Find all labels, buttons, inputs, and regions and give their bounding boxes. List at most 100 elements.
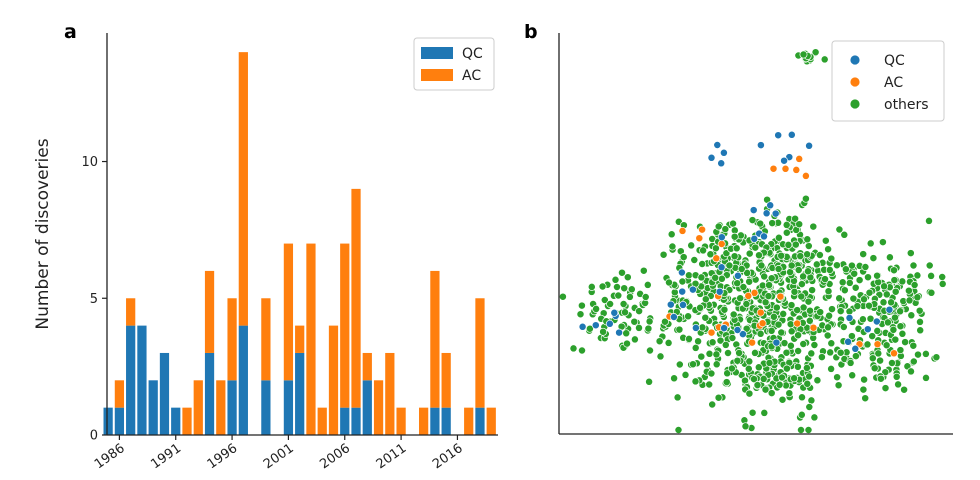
- scatter-points: [558, 48, 947, 434]
- y-tick-label: 5: [90, 292, 98, 307]
- scatter-point-others: [728, 334, 737, 342]
- scatter-point-others: [685, 334, 693, 343]
- scatter-point-others: [698, 323, 707, 332]
- legend: QC AC: [413, 37, 495, 91]
- scatter-point-others: [834, 381, 843, 390]
- scatter-point-others: [759, 374, 768, 383]
- scatter-point-others: [743, 268, 752, 277]
- scatter-point-others: [938, 273, 947, 281]
- scatter-point-others: [569, 344, 578, 353]
- scatter-point-others: [855, 276, 864, 285]
- scatter-point-others: [826, 348, 835, 357]
- bars: [103, 52, 496, 435]
- scatter-point-others: [860, 295, 868, 304]
- scatter-point-others: [825, 311, 834, 320]
- scatter-point-others: [805, 403, 814, 411]
- scatter-point-others: [705, 349, 714, 358]
- scatter-point-qc: [845, 313, 854, 322]
- scatter-point-others: [689, 360, 697, 369]
- scatter-point-others: [623, 273, 632, 282]
- scatter-point-others: [835, 225, 844, 234]
- scatter-point-ac: [769, 164, 778, 173]
- scatter-point-others: [739, 283, 748, 291]
- scatter-point-others: [865, 301, 873, 310]
- scatter-point-others: [907, 367, 915, 376]
- scatter-point-others: [748, 408, 757, 417]
- scatter-point-others: [853, 302, 862, 311]
- scatter-point-others: [645, 317, 654, 326]
- scatter-point-others: [832, 261, 841, 270]
- scatter-point-others: [697, 352, 706, 361]
- scatter-point-others: [803, 235, 812, 244]
- bar-ac-2010: [385, 352, 395, 435]
- scatter-point-qc: [717, 159, 726, 168]
- scatter-point-others: [761, 385, 770, 394]
- scatter-point-others: [790, 374, 799, 383]
- scatter-point-others: [896, 346, 905, 355]
- scatter-point-others: [757, 261, 766, 270]
- scatter-point-others: [866, 239, 875, 248]
- scatter-point-others: [748, 216, 757, 225]
- bar-ac-1999: [261, 298, 271, 381]
- bar-ac-2018: [475, 298, 485, 408]
- scatter-point-others: [741, 422, 750, 431]
- bar-qc-1996: [227, 380, 237, 435]
- scatter-point-others: [794, 347, 803, 355]
- bar-qc-2015: [441, 407, 451, 435]
- bar-qc-1994: [204, 352, 215, 435]
- scatter-point-others: [799, 50, 808, 59]
- scatter-point-others: [890, 276, 899, 285]
- scatter-point-others: [592, 304, 601, 313]
- scatter-point-others: [558, 292, 567, 301]
- scatter-point-others: [611, 275, 620, 284]
- scatter-point-others: [691, 377, 700, 386]
- scatter-point-others: [717, 274, 726, 283]
- bar-qc-1985: [103, 407, 113, 435]
- scatter-point-others: [869, 254, 878, 263]
- scatter-point-others: [606, 300, 615, 308]
- scatter-point-others: [778, 373, 786, 382]
- scatter-point-others: [620, 284, 629, 293]
- scatter-point-ac: [744, 291, 753, 300]
- scatter-point-others: [921, 349, 930, 358]
- scatter-point-ac: [781, 164, 790, 173]
- scatter-point-others: [598, 282, 607, 291]
- scatter-point-others: [835, 294, 844, 303]
- scatter-point-others: [701, 313, 710, 322]
- scatter-point-others: [742, 300, 751, 308]
- scatter-point-others: [705, 380, 714, 389]
- scatter-point-others: [751, 243, 760, 252]
- scatter-point-ac: [698, 225, 707, 234]
- scatter-point-others: [736, 294, 745, 303]
- scatter-point-others: [904, 286, 913, 295]
- scatter-point-others: [913, 293, 922, 302]
- scatter-point-others: [619, 300, 628, 308]
- scatter-point-others: [790, 287, 799, 296]
- bar-ac-1987: [126, 298, 136, 326]
- scatter-point-qc: [766, 201, 775, 210]
- scatter-point-others: [622, 329, 631, 338]
- scatter-point-qc: [713, 141, 722, 149]
- scatter-point-others: [791, 240, 800, 249]
- scatter-point-others: [756, 329, 765, 338]
- scatter-point-qc: [666, 300, 675, 309]
- legend-swatch-ac: [421, 69, 453, 81]
- scatter-point-ac: [717, 240, 726, 248]
- scatter-point-others: [697, 273, 706, 282]
- scatter-point-others: [730, 252, 739, 261]
- scatter-point-others: [794, 266, 803, 274]
- scatter-point-others: [625, 292, 634, 301]
- x-tick-label: 2001: [261, 441, 297, 472]
- scatter-point-others: [787, 261, 796, 270]
- scatter-point-others: [678, 277, 687, 286]
- bar-qc-2008: [362, 380, 372, 435]
- scatter-point-others: [623, 339, 631, 348]
- scatter-point-others: [711, 273, 720, 282]
- scatter-point-qc: [717, 233, 726, 242]
- scatter-point-others: [803, 379, 812, 388]
- bar-ac-2004: [317, 407, 327, 435]
- scatter-point-others: [745, 357, 754, 366]
- scatter-point-others: [840, 286, 849, 295]
- scatter-point-others: [876, 356, 885, 365]
